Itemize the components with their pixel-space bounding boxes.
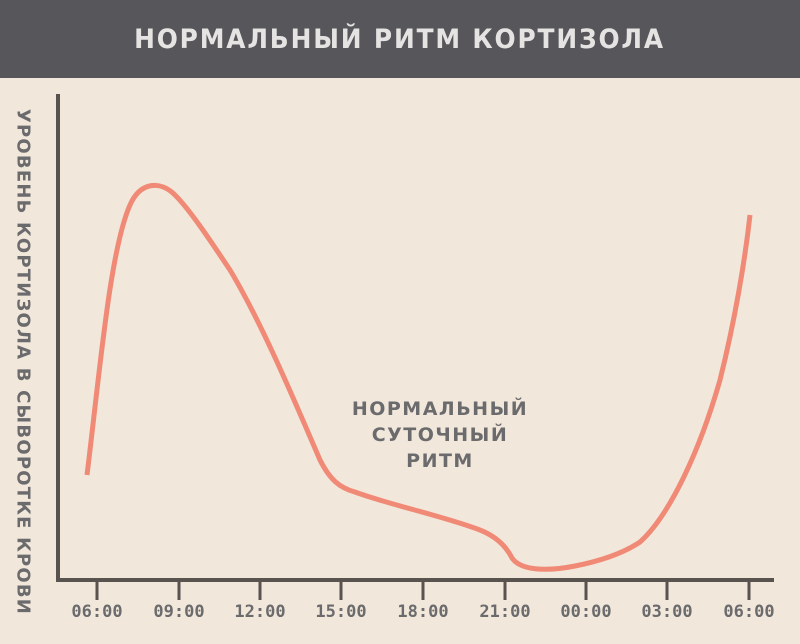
x-axis-ticks [95, 580, 751, 600]
chart-annotation: НОРМАЛЬНЫЙ СУТОЧНЫЙ РИТМ [340, 396, 540, 474]
chart-title: НОРМАЛЬНЫЙ РИТМ КОРТИЗОЛА [134, 23, 666, 55]
x-tick-label: 06:00 [723, 602, 775, 622]
x-tick-label: 21:00 [479, 602, 531, 622]
x-tick-label: 15:00 [315, 602, 367, 622]
annotation-line: РИТМ [406, 450, 474, 472]
x-tick-label: 18:00 [397, 602, 449, 622]
annotation-line: СУТОЧНЫЙ [371, 424, 509, 446]
axes [56, 94, 774, 600]
x-tick-label: 03:00 [641, 602, 693, 622]
annotation-line: НОРМАЛЬНЫЙ [351, 398, 529, 420]
x-tick-label: 12:00 [234, 602, 286, 622]
chart-title-bar: НОРМАЛЬНЫЙ РИТМ КОРТИЗОЛА [0, 0, 800, 78]
cortisol-curve [84, 182, 753, 572]
x-tick-label: 00:00 [560, 602, 612, 622]
x-tick-label: 09:00 [153, 602, 205, 622]
x-tick-label: 06:00 [71, 602, 123, 622]
